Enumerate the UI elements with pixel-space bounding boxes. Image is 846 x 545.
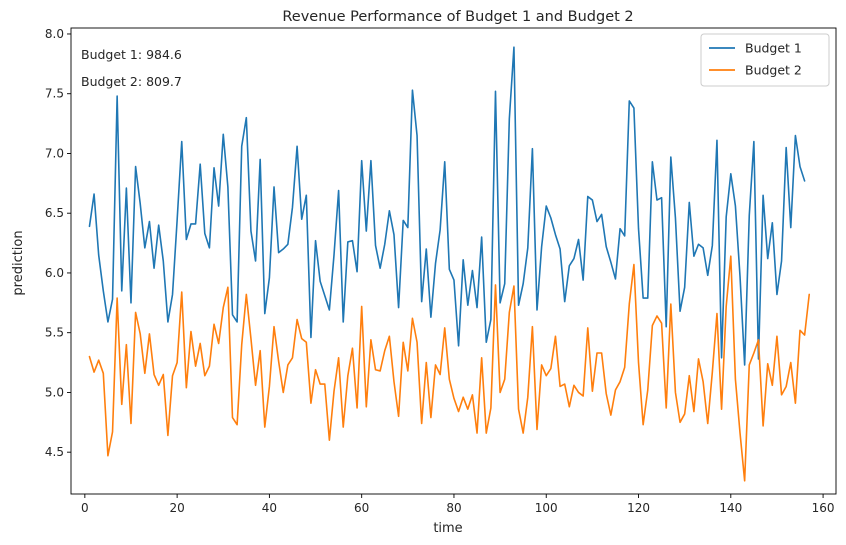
x-tick-label: 40 (262, 501, 277, 515)
y-tick-label: 6.5 (45, 206, 64, 220)
series-line-budget-1 (88, 46, 806, 366)
y-axis: 4.5 5.0 5.5 6.0 6.5 7.0 7.5 8.0 (45, 27, 71, 459)
series-line-budget-2 (88, 255, 811, 482)
legend-label-budget-1: Budget 1 (745, 41, 802, 56)
y-axis-label: prediction (11, 230, 26, 295)
legend-label-budget-2: Budget 2 (745, 63, 802, 78)
y-tick-label: 7.0 (45, 146, 64, 160)
plot-frame (70, 27, 837, 495)
y-tick-label: 5.5 (45, 326, 64, 340)
y-tick-label: 8.0 (45, 27, 64, 41)
x-tick-label: 60 (354, 501, 369, 515)
y-tick-label: 4.5 (45, 445, 64, 459)
x-tick-label: 0 (81, 501, 89, 515)
x-tick-label: 100 (535, 501, 558, 515)
legend: Budget 1 Budget 2 (700, 33, 830, 87)
x-tick-label: 140 (719, 501, 742, 515)
x-axis-label: time (433, 521, 462, 536)
y-tick-label: 6.0 (45, 266, 64, 280)
y-tick-label: 7.5 (45, 87, 64, 101)
legend-box (700, 33, 830, 87)
chart-title: Revenue Performance of Budget 1 and Budg… (282, 9, 633, 25)
x-tick-label: 20 (169, 501, 184, 515)
y-tick-label: 5.0 (45, 385, 64, 399)
annotation-budget-1-total: Budget 1: 984.6 (81, 47, 182, 62)
x-tick-label: 80 (446, 501, 461, 515)
x-tick-label: 120 (627, 501, 650, 515)
x-axis: 0 20 40 60 80 100 120 140 160 (81, 494, 835, 515)
plot-area (88, 46, 811, 482)
annotation-budget-2-total: Budget 2: 809.7 (81, 74, 182, 89)
x-tick-label: 160 (812, 501, 835, 515)
